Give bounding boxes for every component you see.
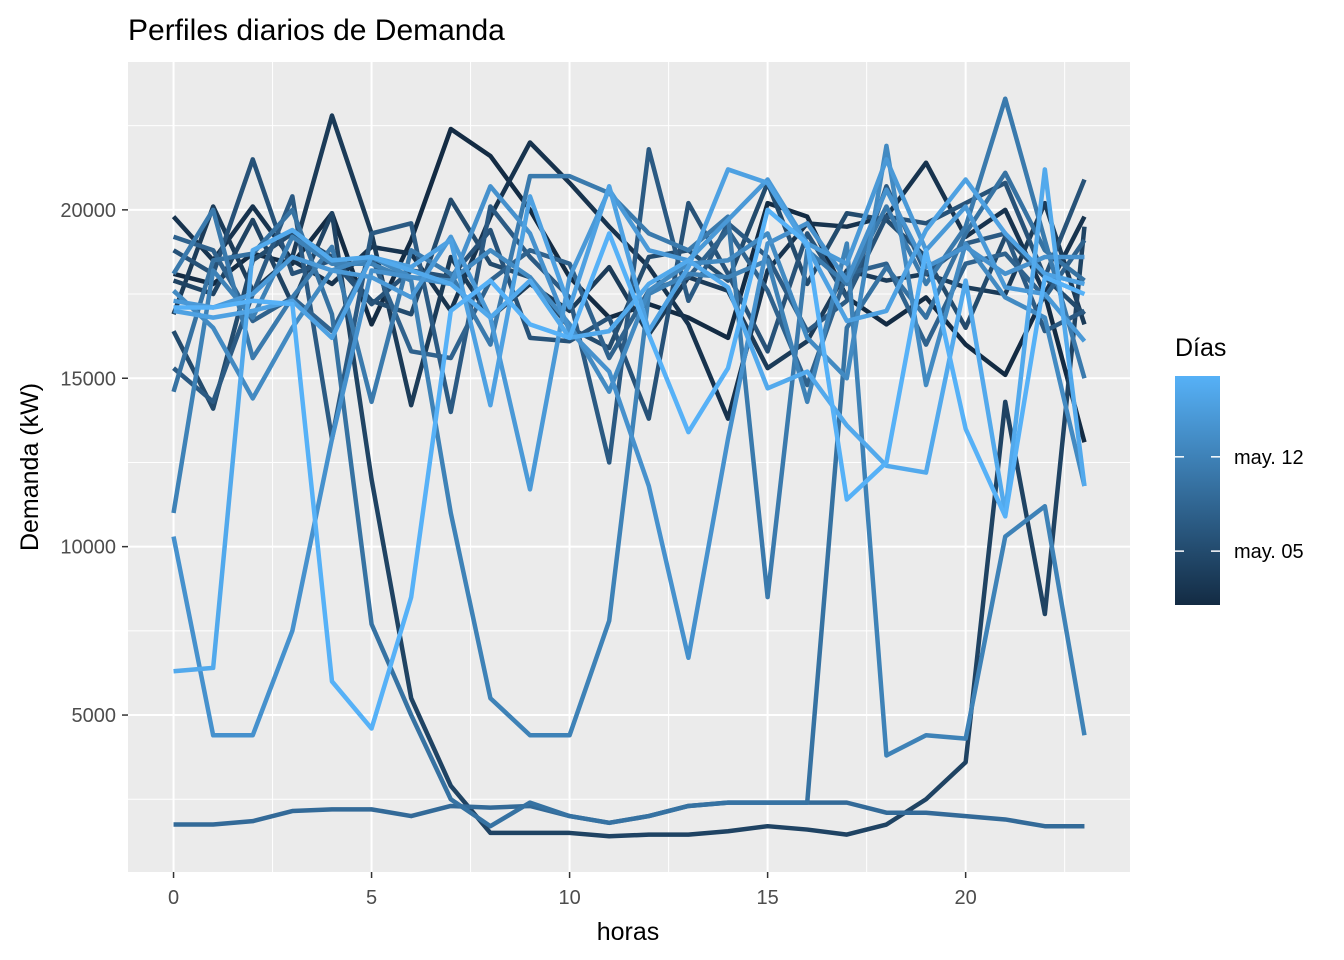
axes: 0 5 10 15 20 5000 10000 15000 20000 bbox=[60, 200, 976, 909]
x-tick-label: 15 bbox=[756, 887, 778, 909]
y-axis-label: Demanda (kW) bbox=[16, 383, 44, 551]
series-line bbox=[171, 184, 1085, 738]
y-tick-label: 10000 bbox=[60, 537, 116, 559]
legend-title: Días bbox=[1175, 334, 1226, 362]
series-line bbox=[173, 157, 1087, 492]
legend: Días may. 05 may. 12 bbox=[1175, 334, 1304, 605]
series-line bbox=[171, 234, 1087, 758]
colorbar-tick-label: may. 12 bbox=[1234, 447, 1304, 469]
x-tick-label: 5 bbox=[366, 887, 377, 909]
y-tick-label: 20000 bbox=[60, 200, 116, 222]
series-line bbox=[172, 143, 1087, 487]
colorbar-tick-label: may. 05 bbox=[1234, 541, 1304, 563]
y-tick-label: 5000 bbox=[72, 705, 117, 727]
colorbar bbox=[1175, 376, 1220, 605]
x-tick-label: 10 bbox=[558, 887, 580, 909]
x-tick-label: 20 bbox=[955, 887, 977, 909]
series-line bbox=[173, 167, 1086, 408]
x-tick-label: 0 bbox=[168, 887, 179, 909]
chart-title: Perfiles diarios de Demanda bbox=[128, 14, 505, 47]
series-line bbox=[173, 167, 1087, 674]
series-line bbox=[171, 170, 1086, 829]
series-lines bbox=[171, 96, 1087, 839]
series-line bbox=[173, 207, 1086, 731]
series-line bbox=[172, 210, 1087, 839]
x-axis-label: horas bbox=[597, 918, 660, 946]
y-tick-label: 15000 bbox=[60, 368, 116, 390]
series-line bbox=[172, 227, 1087, 388]
